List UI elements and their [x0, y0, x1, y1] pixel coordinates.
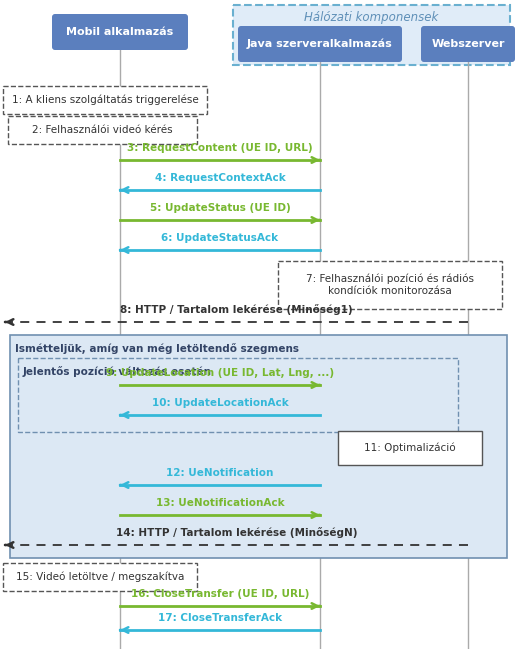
FancyBboxPatch shape	[421, 26, 515, 62]
Text: 6: UpdateStatusAck: 6: UpdateStatusAck	[161, 233, 279, 243]
Text: 17: CloseTransferAck: 17: CloseTransferAck	[158, 613, 282, 623]
Text: 12: UeNotification: 12: UeNotification	[166, 468, 273, 478]
Text: 1: A kliens szolgáltatás triggerelése: 1: A kliens szolgáltatás triggerelése	[12, 95, 198, 105]
Text: 4: RequestContextAck: 4: RequestContextAck	[154, 173, 285, 183]
Text: 14: HTTP / Tartalom lekérése (MinőségN): 14: HTTP / Tartalom lekérése (MinőségN)	[116, 527, 357, 538]
Text: 3: RequestContent (UE ID, URL): 3: RequestContent (UE ID, URL)	[127, 143, 313, 153]
Text: Ismétteljük, amíg van még letöltendő szegmens: Ismétteljük, amíg van még letöltendő sze…	[15, 343, 299, 354]
Text: 9: UpdateLocation (UE ID, Lat, Lng, ...): 9: UpdateLocation (UE ID, Lat, Lng, ...)	[106, 368, 334, 378]
Text: 15: Videó letöltve / megszakítva: 15: Videó letöltve / megszakítva	[16, 572, 184, 582]
FancyBboxPatch shape	[3, 86, 207, 114]
FancyBboxPatch shape	[338, 431, 482, 465]
Text: 10: UpdateLocationAck: 10: UpdateLocationAck	[151, 398, 288, 408]
Text: Webszerver: Webszerver	[431, 39, 505, 49]
FancyBboxPatch shape	[238, 26, 402, 62]
FancyBboxPatch shape	[18, 358, 458, 432]
FancyBboxPatch shape	[233, 5, 510, 65]
FancyBboxPatch shape	[3, 563, 197, 591]
Text: Java szerveralkalmazás: Java szerveralkalmazás	[247, 39, 393, 49]
Text: 2: Felhasználói videó kérés: 2: Felhasználói videó kérés	[32, 125, 173, 135]
Text: 7: Felhasználói pozíció és rádiós
kondíciók monitorozása: 7: Felhasználói pozíció és rádiós kondíc…	[306, 274, 474, 296]
FancyBboxPatch shape	[8, 116, 197, 144]
FancyBboxPatch shape	[10, 335, 507, 558]
FancyBboxPatch shape	[52, 14, 188, 50]
Text: Mobil alkalmazás: Mobil alkalmazás	[66, 27, 174, 37]
Text: 8: HTTP / Tartalom lekérése (Minőség1): 8: HTTP / Tartalom lekérése (Minőség1)	[120, 304, 353, 315]
Text: 11: Optimalizáció: 11: Optimalizáció	[364, 443, 456, 453]
Text: 16: CloseTransfer (UE ID, URL): 16: CloseTransfer (UE ID, URL)	[131, 589, 309, 599]
Text: Jelentős pozíció változás esetén: Jelentős pozíció változás esetén	[23, 366, 212, 377]
FancyBboxPatch shape	[278, 261, 502, 309]
Text: 5: UpdateStatus (UE ID): 5: UpdateStatus (UE ID)	[150, 203, 290, 213]
Text: Hálózati komponensek: Hálózati komponensek	[304, 10, 439, 23]
Text: 13: UeNotificationAck: 13: UeNotificationAck	[156, 498, 284, 508]
